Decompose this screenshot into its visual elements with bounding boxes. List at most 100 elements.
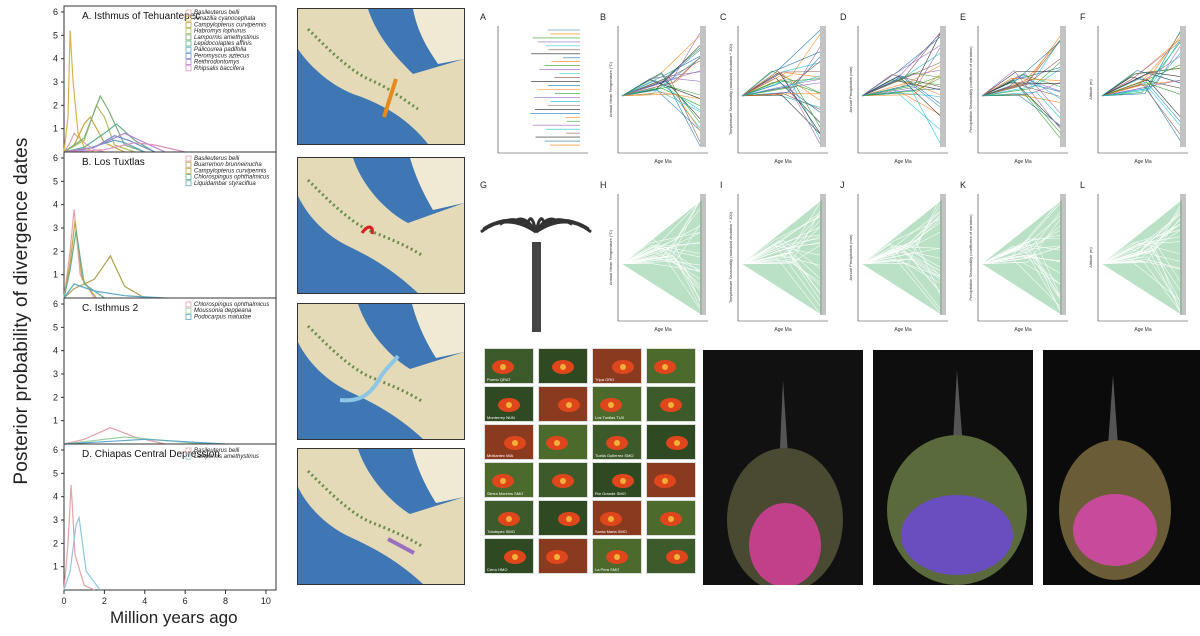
flower-icon — [654, 360, 676, 374]
y-tick-label: 1 — [53, 270, 58, 280]
panel-axis-title: Annual Precipitation (mm) — [848, 66, 853, 113]
flower-thumbnail: Cerro HMO — [484, 538, 534, 574]
panel-axis-title: Altitude (m) — [1088, 247, 1093, 268]
map-a-svg — [298, 9, 464, 144]
trait-panel: D Annual Precipitation (mm) Age Ma — [840, 12, 948, 165]
trait-lineage — [1101, 53, 1181, 97]
density-panel: 1 2 3 4 5 6 A. Isthmus of TehuantepecBasileute… — [53, 5, 277, 153]
trait-panel: B Annual Mean Temperature (°C) Age Ma — [600, 12, 708, 165]
trait-lineage — [981, 247, 1061, 265]
panel-letter: F — [1080, 12, 1086, 22]
panel-x-label: Age Ma — [894, 327, 911, 333]
trait-density-fill — [982, 200, 1062, 315]
trait-lineage — [741, 254, 821, 266]
tip-labels — [1180, 26, 1186, 147]
flower-icon — [606, 550, 628, 564]
trait-lineage — [1101, 80, 1181, 97]
thumbnail-caption: Tripa GRO — [595, 377, 615, 382]
trait-lineage — [1101, 79, 1181, 97]
map-los-tuxtlas — [297, 157, 465, 294]
trait-lineage — [981, 68, 1061, 97]
flower-photo-grid: Puerto QRAT Tripa GRO Monterrey NUN Los Tux… — [484, 348, 696, 586]
trait-lineage — [861, 92, 941, 97]
flower-icon — [606, 436, 628, 450]
flower-thumbnail — [538, 424, 588, 460]
trait-lineage — [861, 258, 941, 277]
trait-lineage — [1101, 42, 1181, 97]
legend-label: Chlorospingus ophthalmicus — [194, 302, 269, 308]
tip-labels — [1060, 26, 1066, 147]
flower-icon — [552, 474, 574, 488]
y-tick-label: 6 — [53, 445, 58, 455]
trait-lineage — [741, 72, 821, 97]
flower-icon — [498, 512, 520, 526]
trait-panel: C Temperature Seasonality (standard devia… — [720, 12, 828, 165]
legend-label: Amazilia cyanocephala — [193, 16, 256, 22]
route-line — [382, 78, 398, 118]
legend-label: Campylopterus curvipennis — [194, 22, 266, 28]
thumbnail-caption: La Pera SMO — [595, 567, 620, 572]
trait-lineage — [741, 245, 821, 293]
y-tick-label: 4 — [53, 200, 58, 210]
flower-icon — [552, 360, 574, 374]
trait-lineage — [621, 89, 701, 131]
trait-lineage — [1101, 76, 1181, 122]
trait-lineage — [741, 244, 821, 265]
flower-icon — [600, 512, 622, 526]
trait-lineage — [981, 77, 1061, 97]
trait-panel: G — [480, 180, 592, 332]
trait-panel: E Precipitation Seasonality (coefficient … — [960, 12, 1068, 165]
trait-lineage — [741, 234, 821, 265]
trait-lineage — [741, 259, 821, 286]
panel-letter: C — [720, 12, 727, 22]
trait-lineage — [981, 76, 1061, 97]
trait-lineage — [981, 203, 1061, 265]
trait-lineage — [1101, 247, 1181, 291]
y-tick-label: 4 — [53, 492, 58, 502]
flower-icon — [660, 398, 682, 412]
tip-labels — [940, 26, 946, 147]
legend-label: Palicourea padifolia — [194, 47, 247, 53]
trait-lineage — [741, 70, 821, 101]
trait-lineage — [861, 219, 941, 265]
map-d-svg — [298, 449, 464, 584]
legend-label: Basileuterus belli — [194, 156, 240, 162]
flower-icon — [504, 436, 526, 450]
land-mass — [298, 9, 464, 144]
x-axis-label: Million years ago — [110, 608, 238, 627]
trait-panel: K Precipitation Seasonality (coefficient … — [960, 180, 1068, 333]
tip-labels — [1180, 194, 1186, 315]
panel-axis-title: Temperature Seasonality (standard deviat… — [728, 211, 733, 303]
flower-thumbnail: La Pera SMO — [592, 538, 642, 574]
map-isthmus-2 — [297, 303, 465, 440]
trait-lineage — [621, 232, 701, 265]
panel-axis-title: Annual Mean Temperature (°C) — [608, 61, 613, 117]
trait-panel: A — [480, 12, 588, 154]
legend-swatch — [185, 53, 192, 59]
y-tick-label: 2 — [53, 538, 58, 548]
trait-lineage — [981, 70, 1061, 129]
trait-panel: L Altitude (m) Age Ma — [1080, 180, 1188, 333]
flower-thumbnail: Puerto QRAT — [484, 348, 534, 384]
flower-thumbnail — [538, 538, 588, 574]
panel-letter: K — [960, 180, 966, 190]
legend-swatch — [185, 453, 192, 460]
panel-axis-title: Annual Precipitation (mm) — [848, 234, 853, 281]
flower-icon — [546, 550, 568, 564]
trait-lineage — [741, 93, 821, 97]
y-tick-label: 5 — [53, 30, 58, 40]
legend-swatch — [185, 34, 192, 41]
legend-swatch — [185, 59, 192, 65]
trait-lineage — [621, 76, 701, 143]
trait-lineage — [1101, 81, 1181, 97]
legend-swatch — [185, 65, 192, 72]
trait-lineage — [1101, 70, 1181, 97]
flower-icon — [654, 474, 676, 488]
thumbnail-caption: Puerto QRAT — [487, 377, 511, 382]
panel-letter: G — [480, 180, 487, 190]
trait-lineage — [981, 234, 1061, 265]
legend-swatch — [185, 167, 192, 174]
y-tick-label: 1 — [53, 416, 58, 426]
flower-icon — [612, 474, 634, 488]
trait-lineage — [1101, 260, 1181, 270]
